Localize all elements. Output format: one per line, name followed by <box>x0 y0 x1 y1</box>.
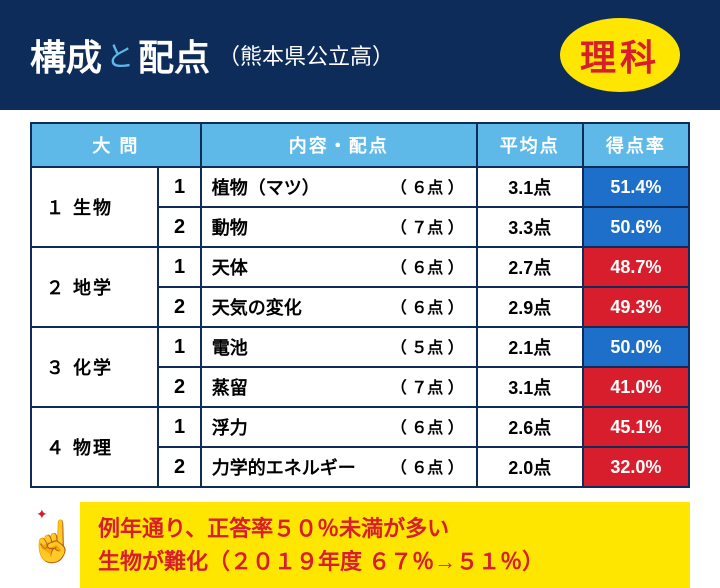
content-name: 蒸留 <box>212 374 248 400</box>
table-row: １ 生物1植物（マツ）（ ６点 ）3.1点51.4% <box>31 167 689 207</box>
table-row: ４ 物理1浮力（ ６点 ）2.6点45.1% <box>31 407 689 447</box>
content-cell: 電池 （ ５点 ） <box>201 327 477 367</box>
pointing-hand-icon: ☝ <box>28 518 78 565</box>
rate-cell: 49.3% <box>583 287 689 327</box>
table-header-row: 大 問 内容・配点 平均点 得点率 <box>31 123 689 167</box>
content-name: 天気の変化 <box>212 294 302 320</box>
content-cell: 天気の変化 （ ６点 ） <box>201 287 477 327</box>
badge-text: 理科 <box>580 29 660 81</box>
content-points: （ ７点 ） <box>391 374 464 398</box>
rate-cell: 48.7% <box>583 247 689 287</box>
category-cell: ３ 化学 <box>31 327 158 407</box>
content-points: （ ７点 ） <box>391 214 464 238</box>
title-paren: （熊本県公立高） <box>218 39 394 71</box>
subnum-cell: 2 <box>158 287 200 327</box>
subnum-cell: 2 <box>158 447 200 487</box>
avg-cell: 2.0点 <box>477 447 583 487</box>
rate-cell: 50.6% <box>583 207 689 247</box>
avg-cell: 2.6点 <box>477 407 583 447</box>
content-name: 動物 <box>212 214 248 240</box>
content-cell: 天体 （ ６点 ） <box>201 247 477 287</box>
category-cell: ４ 物理 <box>31 407 158 487</box>
rate-cell: 50.0% <box>583 327 689 367</box>
content-name: 植物（マツ） <box>212 174 320 200</box>
avg-cell: 2.7点 <box>477 247 583 287</box>
avg-cell: 3.3点 <box>477 207 583 247</box>
subnum-cell: 1 <box>158 407 200 447</box>
content-cell: 蒸留 （ ７点 ） <box>201 367 477 407</box>
content-points: （ ５点 ） <box>391 334 464 358</box>
avg-cell: 2.9点 <box>477 287 583 327</box>
subject-badge: 理科 <box>560 18 680 92</box>
content-points: （ ６点 ） <box>391 414 464 438</box>
content-cell: 植物（マツ） （ ６点 ） <box>201 167 477 207</box>
content-name: 電池 <box>212 334 248 360</box>
note-box: ✦ ☝ 例年通り、正答率５０％未満が多い 生物が難化（２０１９年度 ６７％→５１… <box>80 502 690 588</box>
th-avg: 平均点 <box>477 123 583 167</box>
category-cell: １ 生物 <box>31 167 158 247</box>
score-table: 大 問 内容・配点 平均点 得点率 １ 生物1植物（マツ）（ ６点 ）3.1点5… <box>30 122 690 488</box>
table-row: ３ 化学1電池（ ５点 ）2.1点50.0% <box>31 327 689 367</box>
rate-cell: 32.0% <box>583 447 689 487</box>
content-name: 天体 <box>212 254 248 280</box>
content-points: （ ６点 ） <box>391 254 464 278</box>
content-cell: 浮力 （ ６点 ） <box>201 407 477 447</box>
note-line-1: 例年通り、正答率５０％未満が多い <box>98 512 672 545</box>
title-part1: 構成 <box>30 29 102 81</box>
header-bar: 構成 と 配点 （熊本県公立高） 理科 <box>0 0 720 110</box>
content-cell: 力学的エネルギー （ ６点 ） <box>201 447 477 487</box>
content-points: （ ６点 ） <box>391 294 464 318</box>
category-cell: ２ 地学 <box>31 247 158 327</box>
table-row: ２ 地学1天体（ ６点 ）2.7点48.7% <box>31 247 689 287</box>
subnum-cell: 2 <box>158 207 200 247</box>
content-points: （ ６点 ） <box>391 454 464 478</box>
avg-cell: 3.1点 <box>477 167 583 207</box>
th-category: 大 問 <box>31 123 201 167</box>
content-cell: 動物 （ ７点 ） <box>201 207 477 247</box>
avg-cell: 3.1点 <box>477 367 583 407</box>
subnum-cell: 1 <box>158 247 200 287</box>
title-part2: 配点 <box>138 29 210 81</box>
content-name: 浮力 <box>212 414 248 440</box>
rate-cell: 45.1% <box>583 407 689 447</box>
note-line-2: 生物が難化（２０１９年度 ６７％→５１％） <box>98 545 672 578</box>
rate-cell: 51.4% <box>583 167 689 207</box>
title-and: と <box>106 35 134 75</box>
subnum-cell: 2 <box>158 367 200 407</box>
avg-cell: 2.1点 <box>477 327 583 367</box>
th-rate: 得点率 <box>583 123 689 167</box>
subnum-cell: 1 <box>158 327 200 367</box>
rate-cell: 41.0% <box>583 367 689 407</box>
table-container: 大 問 内容・配点 平均点 得点率 １ 生物1植物（マツ）（ ６点 ）3.1点5… <box>0 110 720 488</box>
content-name: 力学的エネルギー <box>212 454 356 480</box>
th-content: 内容・配点 <box>201 123 477 167</box>
content-points: （ ６点 ） <box>391 174 464 198</box>
subnum-cell: 1 <box>158 167 200 207</box>
